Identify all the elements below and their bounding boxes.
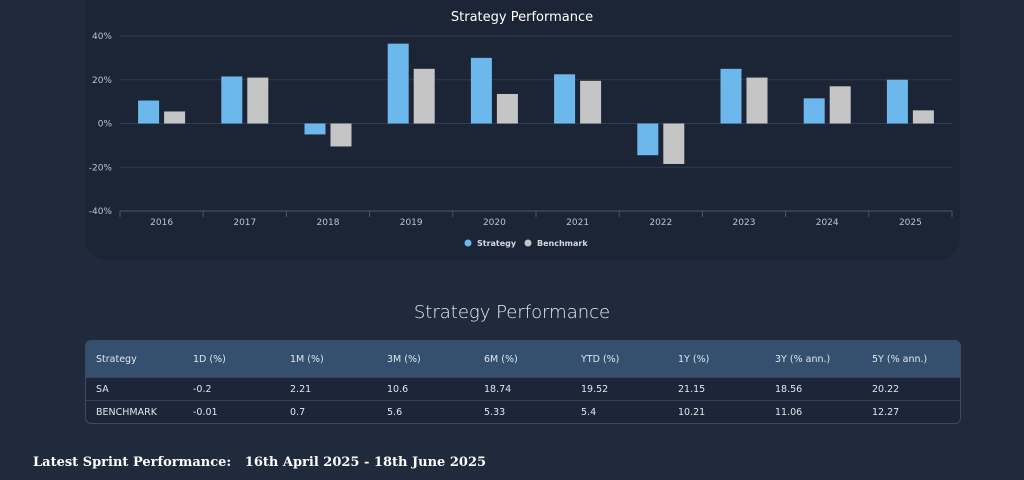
y-tick-label: 0% bbox=[98, 120, 113, 130]
sprint-label: Latest Sprint Performance: bbox=[33, 455, 232, 470]
table-cell: 5.4 bbox=[581, 406, 597, 418]
chart-card bbox=[85, 0, 960, 260]
table-header-row: Strategy 1D (%) 1M (%) 3M (%) 6M (%) YTD (%) 1… bbox=[86, 341, 960, 377]
table-cell: -0.01 bbox=[193, 406, 218, 418]
x-tick-label: 2021 bbox=[566, 218, 589, 228]
benchmark-bar bbox=[746, 77, 768, 124]
table-cell: 5.6 bbox=[387, 406, 403, 418]
strategy-bar bbox=[886, 79, 908, 124]
benchmark-bar bbox=[330, 123, 352, 147]
x-tick-label: 2020 bbox=[483, 218, 506, 228]
y-tick-label: -40% bbox=[89, 207, 113, 217]
table-title: Strategy Performance bbox=[413, 302, 611, 323]
x-tick-label: 2016 bbox=[150, 218, 173, 228]
latest-sprint-line: Latest Sprint Performance: 16th April 20… bbox=[33, 455, 486, 470]
strategy-bar bbox=[138, 100, 160, 124]
benchmark-bar bbox=[247, 77, 269, 124]
legend-benchmark-marker bbox=[524, 239, 532, 247]
strategy-bar bbox=[637, 123, 659, 156]
column-header: Strategy bbox=[96, 353, 137, 365]
table-cell: 10.21 bbox=[678, 406, 706, 418]
column-header: 3M (%) bbox=[387, 353, 421, 365]
y-tick-label: -20% bbox=[89, 163, 113, 173]
column-header: 1M (%) bbox=[290, 353, 324, 365]
y-tick-label: 40% bbox=[92, 32, 112, 42]
table-cell: 18.74 bbox=[484, 383, 512, 395]
legend-strategy-marker bbox=[464, 239, 472, 247]
performance-table: Strategy 1D (%) 1M (%) 3M (%) 6M (%) YTD (%) 1… bbox=[85, 340, 961, 424]
legend-label: Strategy bbox=[477, 239, 517, 248]
table-cell: 0.7 bbox=[290, 406, 306, 418]
benchmark-bar bbox=[829, 86, 851, 124]
table-cell: 10.6 bbox=[387, 383, 409, 395]
performance-bar-chart: Strategy Performance 40% 20% 0% -20% -40% 2016… bbox=[89, 10, 953, 248]
strategy-bar bbox=[720, 68, 742, 124]
column-header: 1Y (%) bbox=[678, 353, 710, 365]
benchmark-bar bbox=[164, 111, 186, 124]
column-header: YTD (%) bbox=[581, 353, 620, 365]
table-row: BENCHMARK -0.01 0.7 5.6 5.33 5.4 10.21 11.06 12.… bbox=[86, 400, 960, 423]
column-header: 5Y (% ann.) bbox=[872, 353, 928, 365]
table-cell: 2.21 bbox=[290, 383, 312, 395]
table-cell: 20.22 bbox=[872, 383, 900, 395]
sprint-range: 16th April 2025 - 18th June 2025 bbox=[244, 455, 487, 470]
table-cell: 5.33 bbox=[484, 406, 506, 418]
table-cell: 21.15 bbox=[678, 383, 706, 395]
x-tick-label: 2019 bbox=[400, 218, 423, 228]
table-cell: -0.2 bbox=[193, 383, 212, 395]
table-cell: 11.06 bbox=[775, 406, 803, 418]
strategy-bar bbox=[470, 57, 492, 124]
strategy-bar bbox=[304, 123, 326, 135]
column-header: 3Y (% ann.) bbox=[775, 353, 831, 365]
strategy-bar bbox=[387, 43, 409, 124]
strategy-bar bbox=[221, 76, 243, 124]
benchmark-bar bbox=[663, 123, 685, 164]
benchmark-bar bbox=[496, 93, 518, 124]
x-tick-label: 2017 bbox=[233, 218, 256, 228]
table-cell: 12.27 bbox=[872, 406, 900, 418]
x-tick-label: 2018 bbox=[317, 218, 340, 228]
table-cell: BENCHMARK bbox=[96, 406, 157, 418]
x-tick-label: 2024 bbox=[816, 218, 839, 228]
x-tick-label: 2023 bbox=[733, 218, 756, 228]
table-cell: SA bbox=[96, 383, 109, 395]
legend-label: Benchmark bbox=[537, 239, 588, 248]
strategy-bar bbox=[554, 74, 576, 124]
chart-title: Strategy Performance bbox=[451, 10, 593, 25]
table-cell: 19.52 bbox=[581, 383, 609, 395]
x-tick-label: 2025 bbox=[899, 218, 922, 228]
benchmark-bar bbox=[580, 80, 602, 124]
y-tick-label: 20% bbox=[92, 76, 112, 86]
benchmark-bar bbox=[413, 68, 435, 124]
table-cell: 18.56 bbox=[775, 383, 803, 395]
column-header: 1D (%) bbox=[193, 353, 226, 365]
strategy-bar bbox=[803, 98, 825, 124]
column-header: 6M (%) bbox=[484, 353, 518, 365]
benchmark-bar bbox=[912, 110, 934, 124]
x-tick-label: 2022 bbox=[649, 218, 672, 228]
table-row: SA -0.2 2.21 10.6 18.74 19.52 21.15 18.56 20.22 bbox=[86, 377, 960, 400]
